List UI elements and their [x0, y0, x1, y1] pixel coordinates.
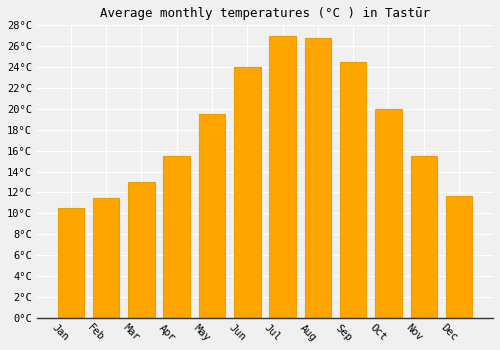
Bar [128, 182, 154, 318]
Bar [375, 109, 402, 318]
Title: Average monthly temperatures (°C ) in Tastūr: Average monthly temperatures (°C ) in Ta… [100, 7, 430, 20]
Bar [234, 67, 260, 318]
Bar [93, 198, 120, 318]
Bar [58, 208, 84, 318]
Bar [164, 156, 190, 318]
Bar [198, 114, 225, 318]
Bar [270, 36, 296, 318]
Bar [340, 62, 366, 318]
Bar [410, 156, 437, 318]
Bar [304, 38, 331, 318]
Bar [446, 196, 472, 318]
